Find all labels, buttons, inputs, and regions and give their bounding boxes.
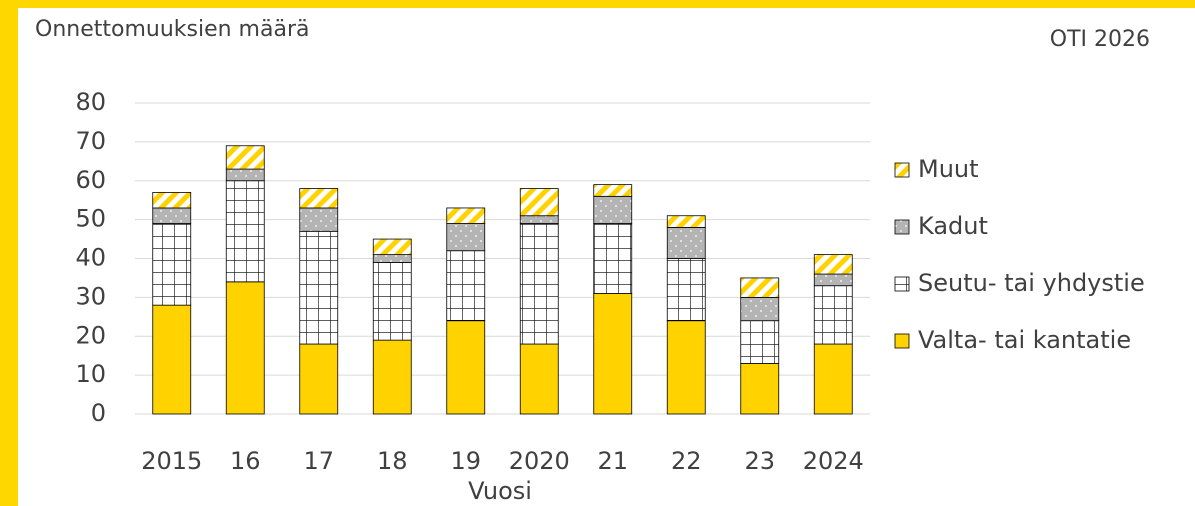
- bar-segment: [813, 343, 853, 415]
- legend-label: Seutu- tai yhdystie: [918, 269, 1145, 297]
- legend-label: Valta- tai kantatie: [918, 326, 1131, 354]
- bar-segment: [519, 343, 559, 415]
- legend-swatch: [894, 162, 910, 178]
- bar-segment: [519, 215, 559, 224]
- bar-segment: [446, 250, 486, 322]
- legend-swatch: [894, 276, 910, 292]
- x-tick-label: 2015: [141, 447, 202, 475]
- chart-title: Onnettomuuksien määrä: [35, 17, 309, 42]
- bar-segment: [593, 184, 633, 197]
- bar-segment: [593, 293, 633, 415]
- legend-label: Muut: [918, 155, 979, 183]
- bar-segment: [593, 195, 633, 224]
- y-tick-label: 70: [75, 127, 106, 155]
- x-tick-label: 23: [744, 447, 775, 475]
- bar-segment: [225, 168, 265, 182]
- x-tick-label: 19: [450, 447, 481, 475]
- x-tick-label: 2020: [509, 447, 570, 475]
- legend-swatch: [894, 333, 910, 349]
- bar-segment: [225, 145, 265, 170]
- bar-segment: [666, 226, 706, 259]
- x-tick-label: 2024: [803, 447, 864, 475]
- x-tick-label: 18: [377, 447, 408, 475]
- bar-segment: [740, 363, 780, 415]
- y-tick-label: 40: [75, 244, 106, 272]
- bar-segment: [152, 207, 192, 224]
- y-tick-label: 0: [91, 399, 106, 427]
- bar-segment: [740, 296, 780, 322]
- legend-swatch: [894, 219, 910, 235]
- bar-segment: [446, 207, 486, 224]
- bar-segment: [813, 254, 853, 275]
- bar-segment: [299, 343, 339, 415]
- bar-segment: [666, 215, 706, 228]
- bar-segment: [372, 238, 412, 256]
- y-tick-label: 80: [75, 88, 106, 116]
- y-tick-label: 20: [75, 321, 106, 349]
- bar-segment: [666, 258, 706, 322]
- y-tick-label: 50: [75, 205, 106, 233]
- bar-segment: [299, 188, 339, 209]
- bar-segment: [813, 273, 853, 287]
- bar-segment: [299, 207, 339, 232]
- y-tick-label: 30: [75, 282, 106, 310]
- bar-segment: [519, 188, 559, 217]
- bar-segment: [152, 223, 192, 306]
- bar-segment: [446, 320, 486, 415]
- bar-segment: [299, 230, 339, 345]
- y-tick-label: 60: [75, 166, 106, 194]
- x-axis-label: Vuosi: [468, 477, 532, 505]
- bar-segment: [740, 277, 780, 298]
- y-tick-label: 10: [75, 360, 106, 388]
- bar-segment: [666, 320, 706, 415]
- x-tick-label: 21: [597, 447, 628, 475]
- bar-segment: [152, 304, 192, 415]
- chart: Onnettomuuksien määrä OTI 2026 Vuosi 0 10…: [18, 8, 1195, 506]
- bar-segment: [813, 285, 853, 345]
- bar-segment: [225, 281, 265, 415]
- x-tick-label: 16: [230, 447, 261, 475]
- bar-segment: [519, 223, 559, 345]
- x-tick-label: 17: [303, 447, 334, 475]
- bar-segment: [372, 261, 412, 341]
- bar-segment: [152, 192, 192, 209]
- legend-label: Kadut: [918, 212, 988, 240]
- bar-segment: [446, 223, 486, 252]
- bar-segment: [593, 223, 633, 294]
- x-tick-label: 22: [671, 447, 702, 475]
- chart-subtitle: OTI 2026: [1050, 27, 1150, 52]
- bar-segment: [225, 180, 265, 283]
- bar-segment: [740, 320, 780, 364]
- bar-segment: [372, 254, 412, 263]
- bar-segment: [372, 339, 412, 415]
